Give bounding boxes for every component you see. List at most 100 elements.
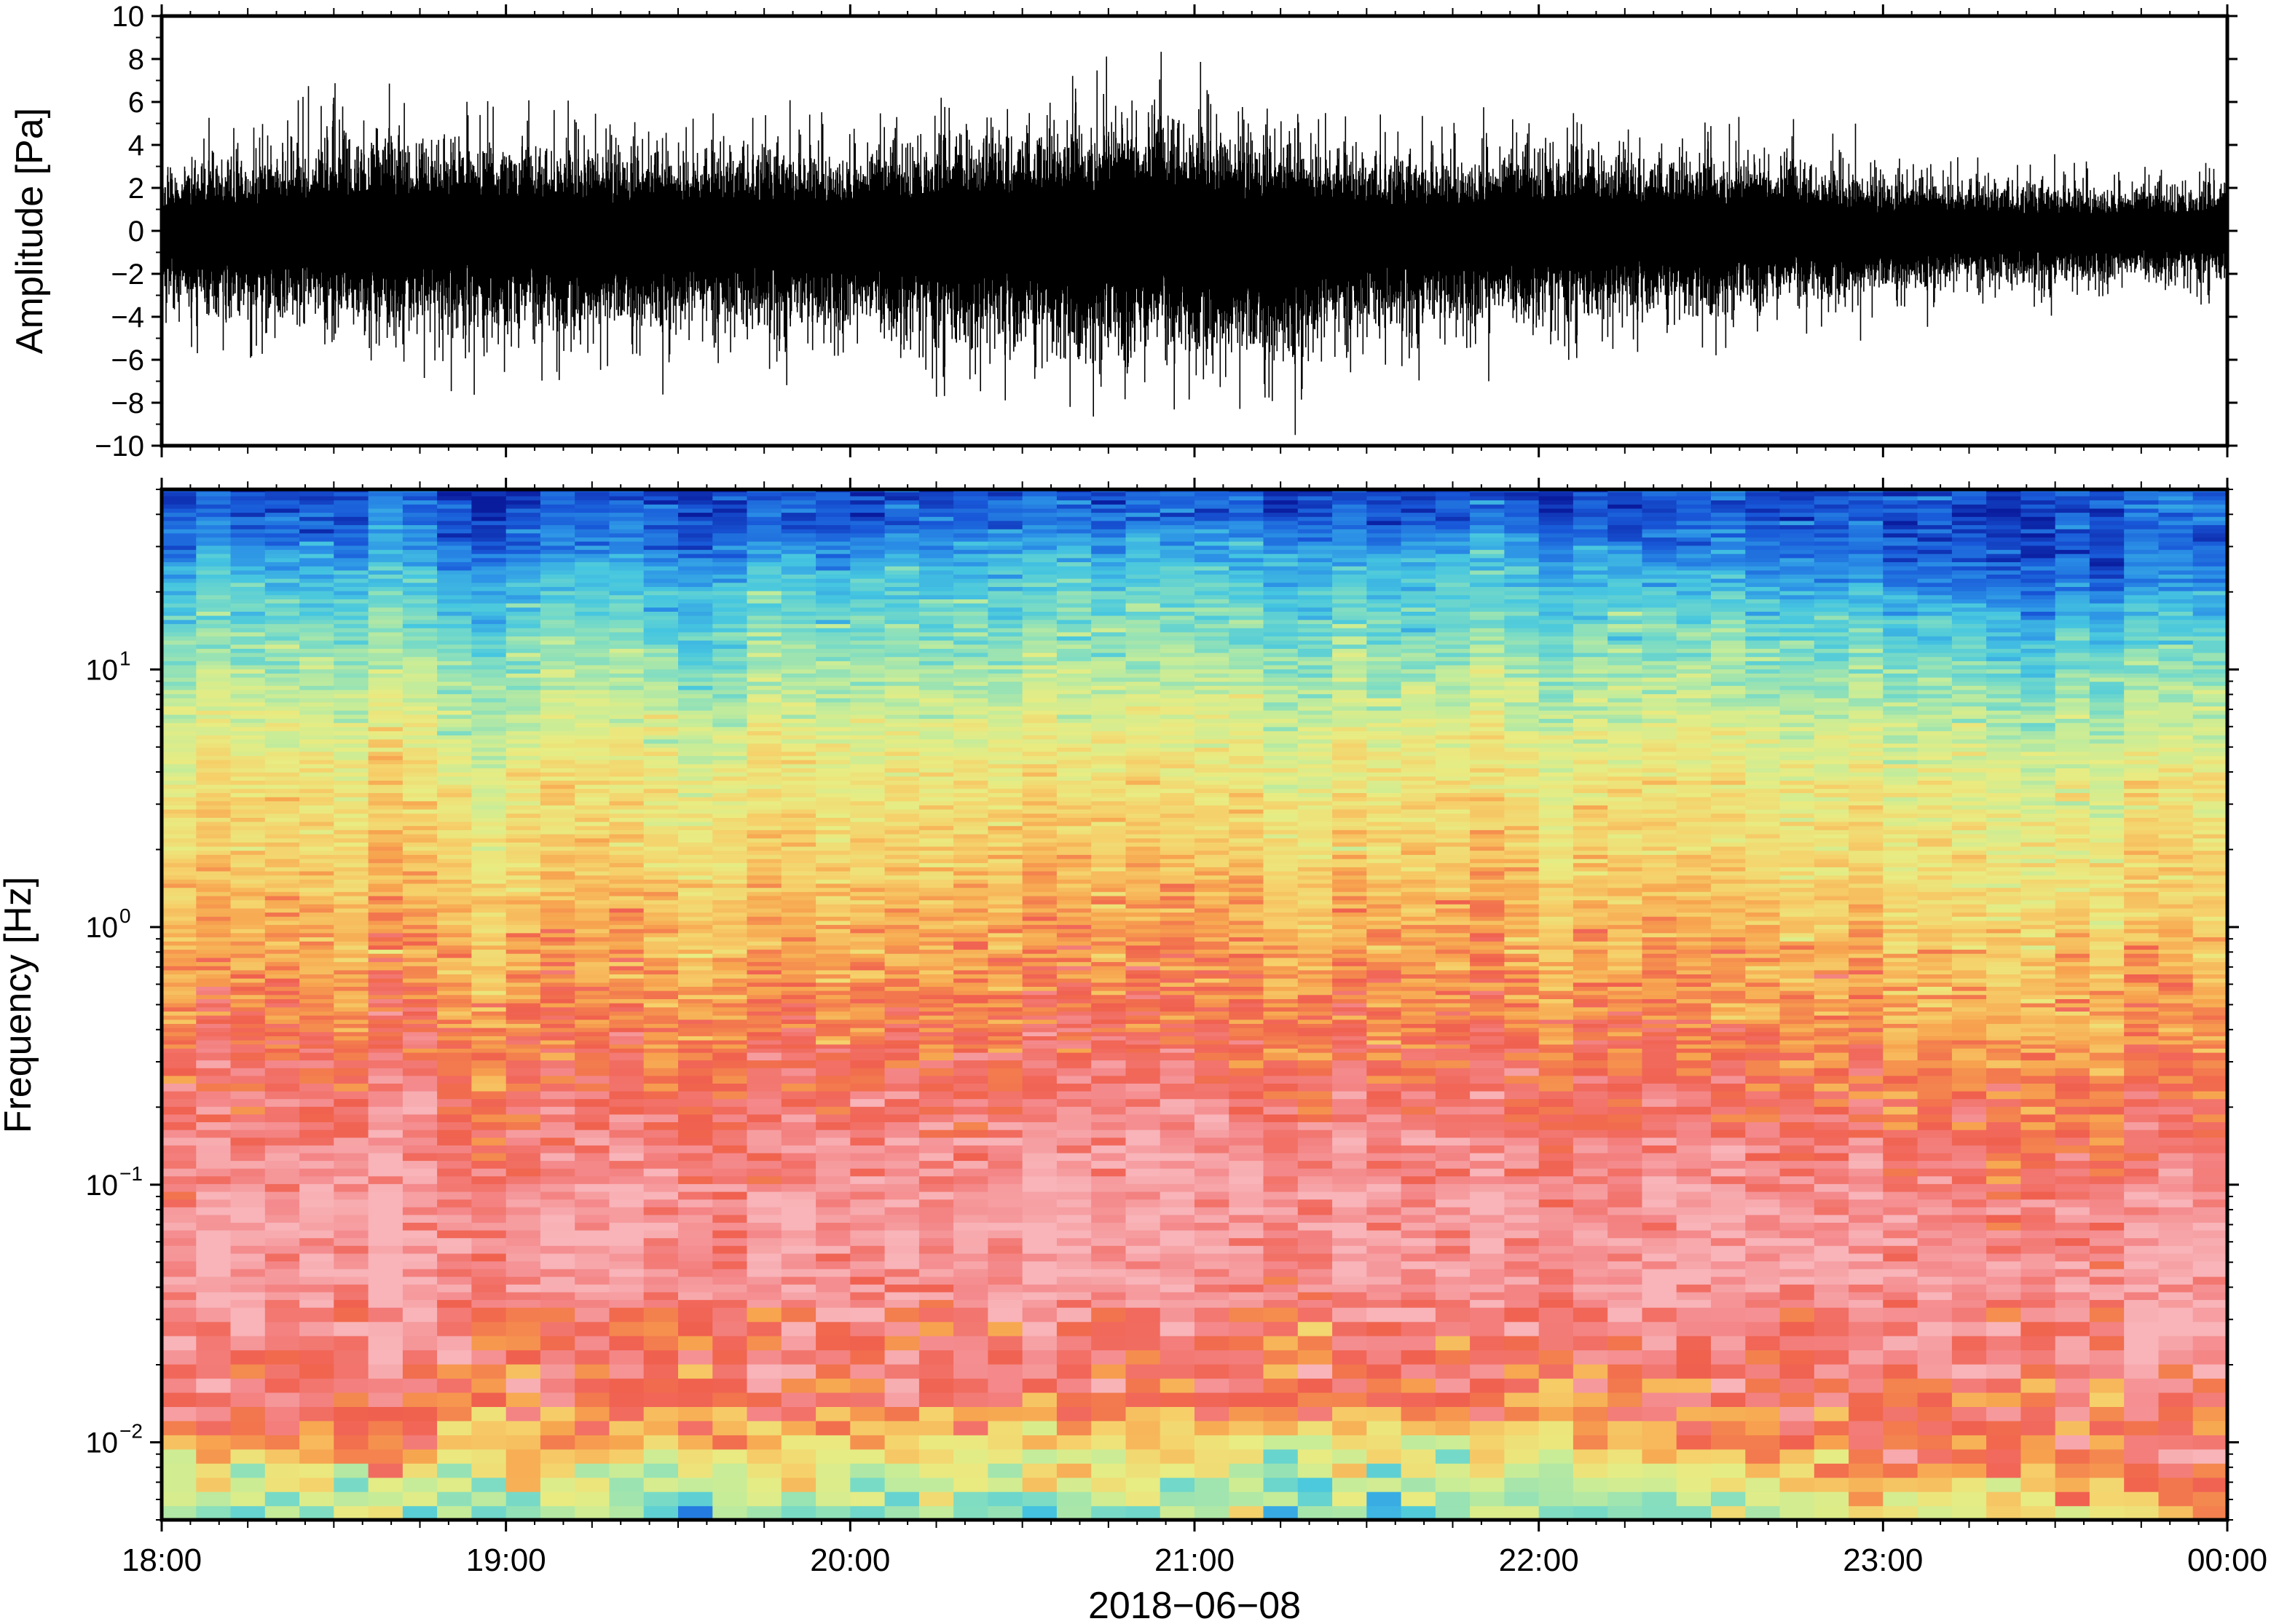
spectrogram-cell [505,1106,541,1115]
spectrogram-cell [816,932,851,938]
spectrogram-cell [953,586,989,591]
spectrogram-cell [471,1307,507,1323]
spectrogram-cell [264,516,300,521]
spectrogram-cell [575,883,610,888]
spectrogram-cell [850,937,886,942]
spectrogram-cell [334,532,369,538]
spectrogram-cell [540,998,575,1004]
spectrogram-cell [816,619,851,624]
spectrogram-cell [850,825,886,830]
spectrogram-cell [712,639,748,645]
spectrogram-cell [678,664,714,670]
spectrogram-cell [609,619,645,624]
spectrogram-cell [230,569,266,575]
spectrogram-cell [264,1052,300,1061]
spectrogram-cell [712,1015,748,1020]
spectrogram-cell [437,591,473,596]
spectrogram-cell [781,821,816,827]
spectrogram-cell [988,870,1023,876]
spectrogram-cell [678,1321,714,1336]
spectrogram-cell [918,982,954,987]
spectrogram-cell [712,854,748,859]
spectrogram-cell [747,512,782,517]
spectrogram-cell [747,1420,782,1435]
spectrogram-cell [505,800,541,805]
spectrogram-cell [196,504,232,509]
spectrogram-cell [953,879,989,884]
spectrogram-cell [471,1019,507,1024]
spectrogram-cell [609,821,645,827]
spectrogram-cell [884,1137,920,1146]
spectrogram-cell [162,829,197,835]
spectrogram-cell [816,681,851,686]
spectrogram-cell [643,1003,679,1008]
spectrogram-cell [988,677,1023,682]
spectrogram-cell [678,730,714,736]
spectrogram-cell [505,735,541,740]
spectrogram-cell [437,1019,473,1024]
spectrogram-cell [850,1052,886,1061]
spectrogram-cell [816,710,851,715]
spectrogram-cell [712,574,748,579]
spectrogram-cell [747,582,782,587]
spectrogram-cell [162,867,197,872]
spectrogram-cell [953,1068,989,1076]
spectrogram-cell [264,792,300,797]
spectrogram-cell [471,1336,507,1351]
spectrogram-cell [368,1505,404,1521]
spectrogram-cell [988,809,1023,814]
spectrogram-cell [816,792,851,797]
spectrogram-cell [1022,1083,1058,1092]
spectrogram-cell [264,1237,300,1246]
spectrogram-cell [196,1199,232,1207]
spectrogram-cell [953,718,989,723]
spectrogram-cell [437,1098,473,1107]
spectrogram-cell [712,714,748,720]
spectrogram-cell [230,821,266,827]
spectrogram-cell [953,1349,989,1365]
spectrogram-cell [471,850,507,855]
spectrogram-cell [850,1168,886,1177]
spectrogram-cell [678,1113,714,1122]
spectrogram-cell [850,508,886,513]
spectrogram-cell [368,792,404,797]
spectrogram-cell [712,1036,748,1041]
spectrogram-cell [609,1028,645,1033]
spectrogram-cell [437,1392,473,1407]
spectrogram-cell [712,990,748,996]
spectrogram-cell [816,945,851,950]
spectrogram-cell [196,615,232,620]
spectrogram-cell [368,1245,404,1254]
spectrogram-cell [368,1083,404,1092]
spectrogram-cell [816,1006,851,1012]
spectrogram-cell [471,784,507,789]
spectrogram-cell [884,685,920,690]
spectrogram-cell [609,1291,645,1301]
spectrogram-cell [1022,1106,1058,1115]
spectrogram-cell [884,710,920,715]
spectrogram-cell [747,492,782,497]
spectrogram-cell [196,945,232,950]
spectrogram-cell [471,763,507,768]
spectrogram-cell [643,953,679,958]
spectrogram-cell [609,887,645,892]
spectrogram-cell [575,887,610,892]
spectrogram-cell [334,1113,369,1122]
spectrogram-cell [918,842,954,847]
spectrogram-cell [230,1052,266,1061]
spectrogram-cell [368,594,404,599]
spectrogram-cell [264,797,300,802]
spectrogram-cell [505,1036,541,1041]
spectrogram-cell [953,1253,989,1262]
spectrogram-cell [471,792,507,797]
spectrogram-cell [402,1207,438,1215]
spectrogram-cell [575,619,610,624]
spectrogram-cell [505,1152,541,1162]
spectrogram-cell [884,730,920,736]
spectrogram-cell [953,850,989,855]
spectrogram-cell [505,821,541,827]
spectrogram-cell [402,924,438,929]
spectrogram-cell [437,1068,473,1076]
spectrogram-cell [471,512,507,517]
spectrogram-cell [747,1406,782,1422]
